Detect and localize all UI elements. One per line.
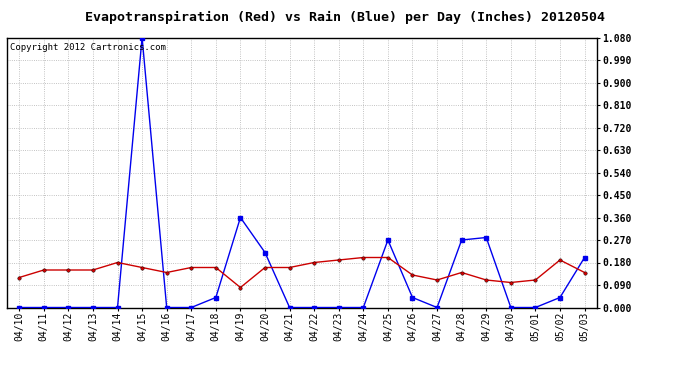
Text: Copyright 2012 Cartronics.com: Copyright 2012 Cartronics.com	[10, 43, 166, 52]
Text: Evapotranspiration (Red) vs Rain (Blue) per Day (Inches) 20120504: Evapotranspiration (Red) vs Rain (Blue) …	[85, 11, 605, 24]
